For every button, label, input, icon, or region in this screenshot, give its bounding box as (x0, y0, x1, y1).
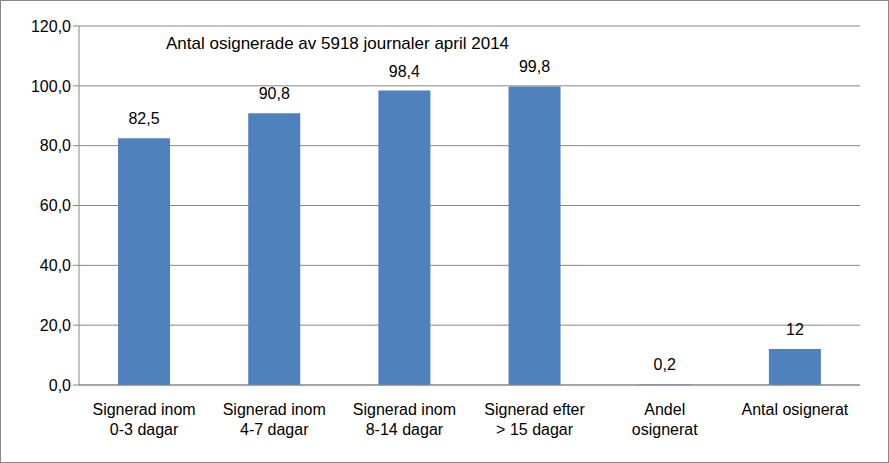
svg-text:Signerad inom0-3 dagar: Signerad inom0-3 dagar (92, 401, 195, 438)
svg-text:40,0: 40,0 (40, 257, 71, 274)
svg-text:Signerad inom8-14 dagar: Signerad inom8-14 dagar (353, 401, 456, 438)
html-text:Antal osignerade av 5918 journ: Antal osignerade av 5918 journaler april… (166, 34, 510, 53)
svg-text:120,0: 120,0 (31, 18, 71, 35)
svg-text:99,8: 99,8 (519, 58, 550, 75)
svg-text:Signerad efter> 15 dagar: Signerad efter> 15 dagar (484, 401, 585, 438)
svg-text:82,5: 82,5 (128, 110, 159, 127)
svg-text:0,0: 0,0 (49, 377, 71, 394)
svg-text:Signerad inom4-7 dagar: Signerad inom4-7 dagar (223, 401, 326, 438)
svg-text:60,0: 60,0 (40, 197, 71, 214)
svg-text:20,0: 20,0 (40, 317, 71, 334)
svg-text:0,2: 0,2 (654, 356, 676, 373)
svg-text:Antal osignerat: Antal osignerat (742, 401, 849, 418)
svg-text:98,4: 98,4 (389, 63, 420, 80)
svg-text:Andelosignerat: Andelosignerat (632, 401, 698, 438)
svg-text:90,8: 90,8 (259, 85, 290, 102)
svg-text:100,0: 100,0 (31, 78, 71, 95)
svg-text:80,0: 80,0 (40, 137, 71, 154)
svg-text:12: 12 (786, 321, 804, 338)
